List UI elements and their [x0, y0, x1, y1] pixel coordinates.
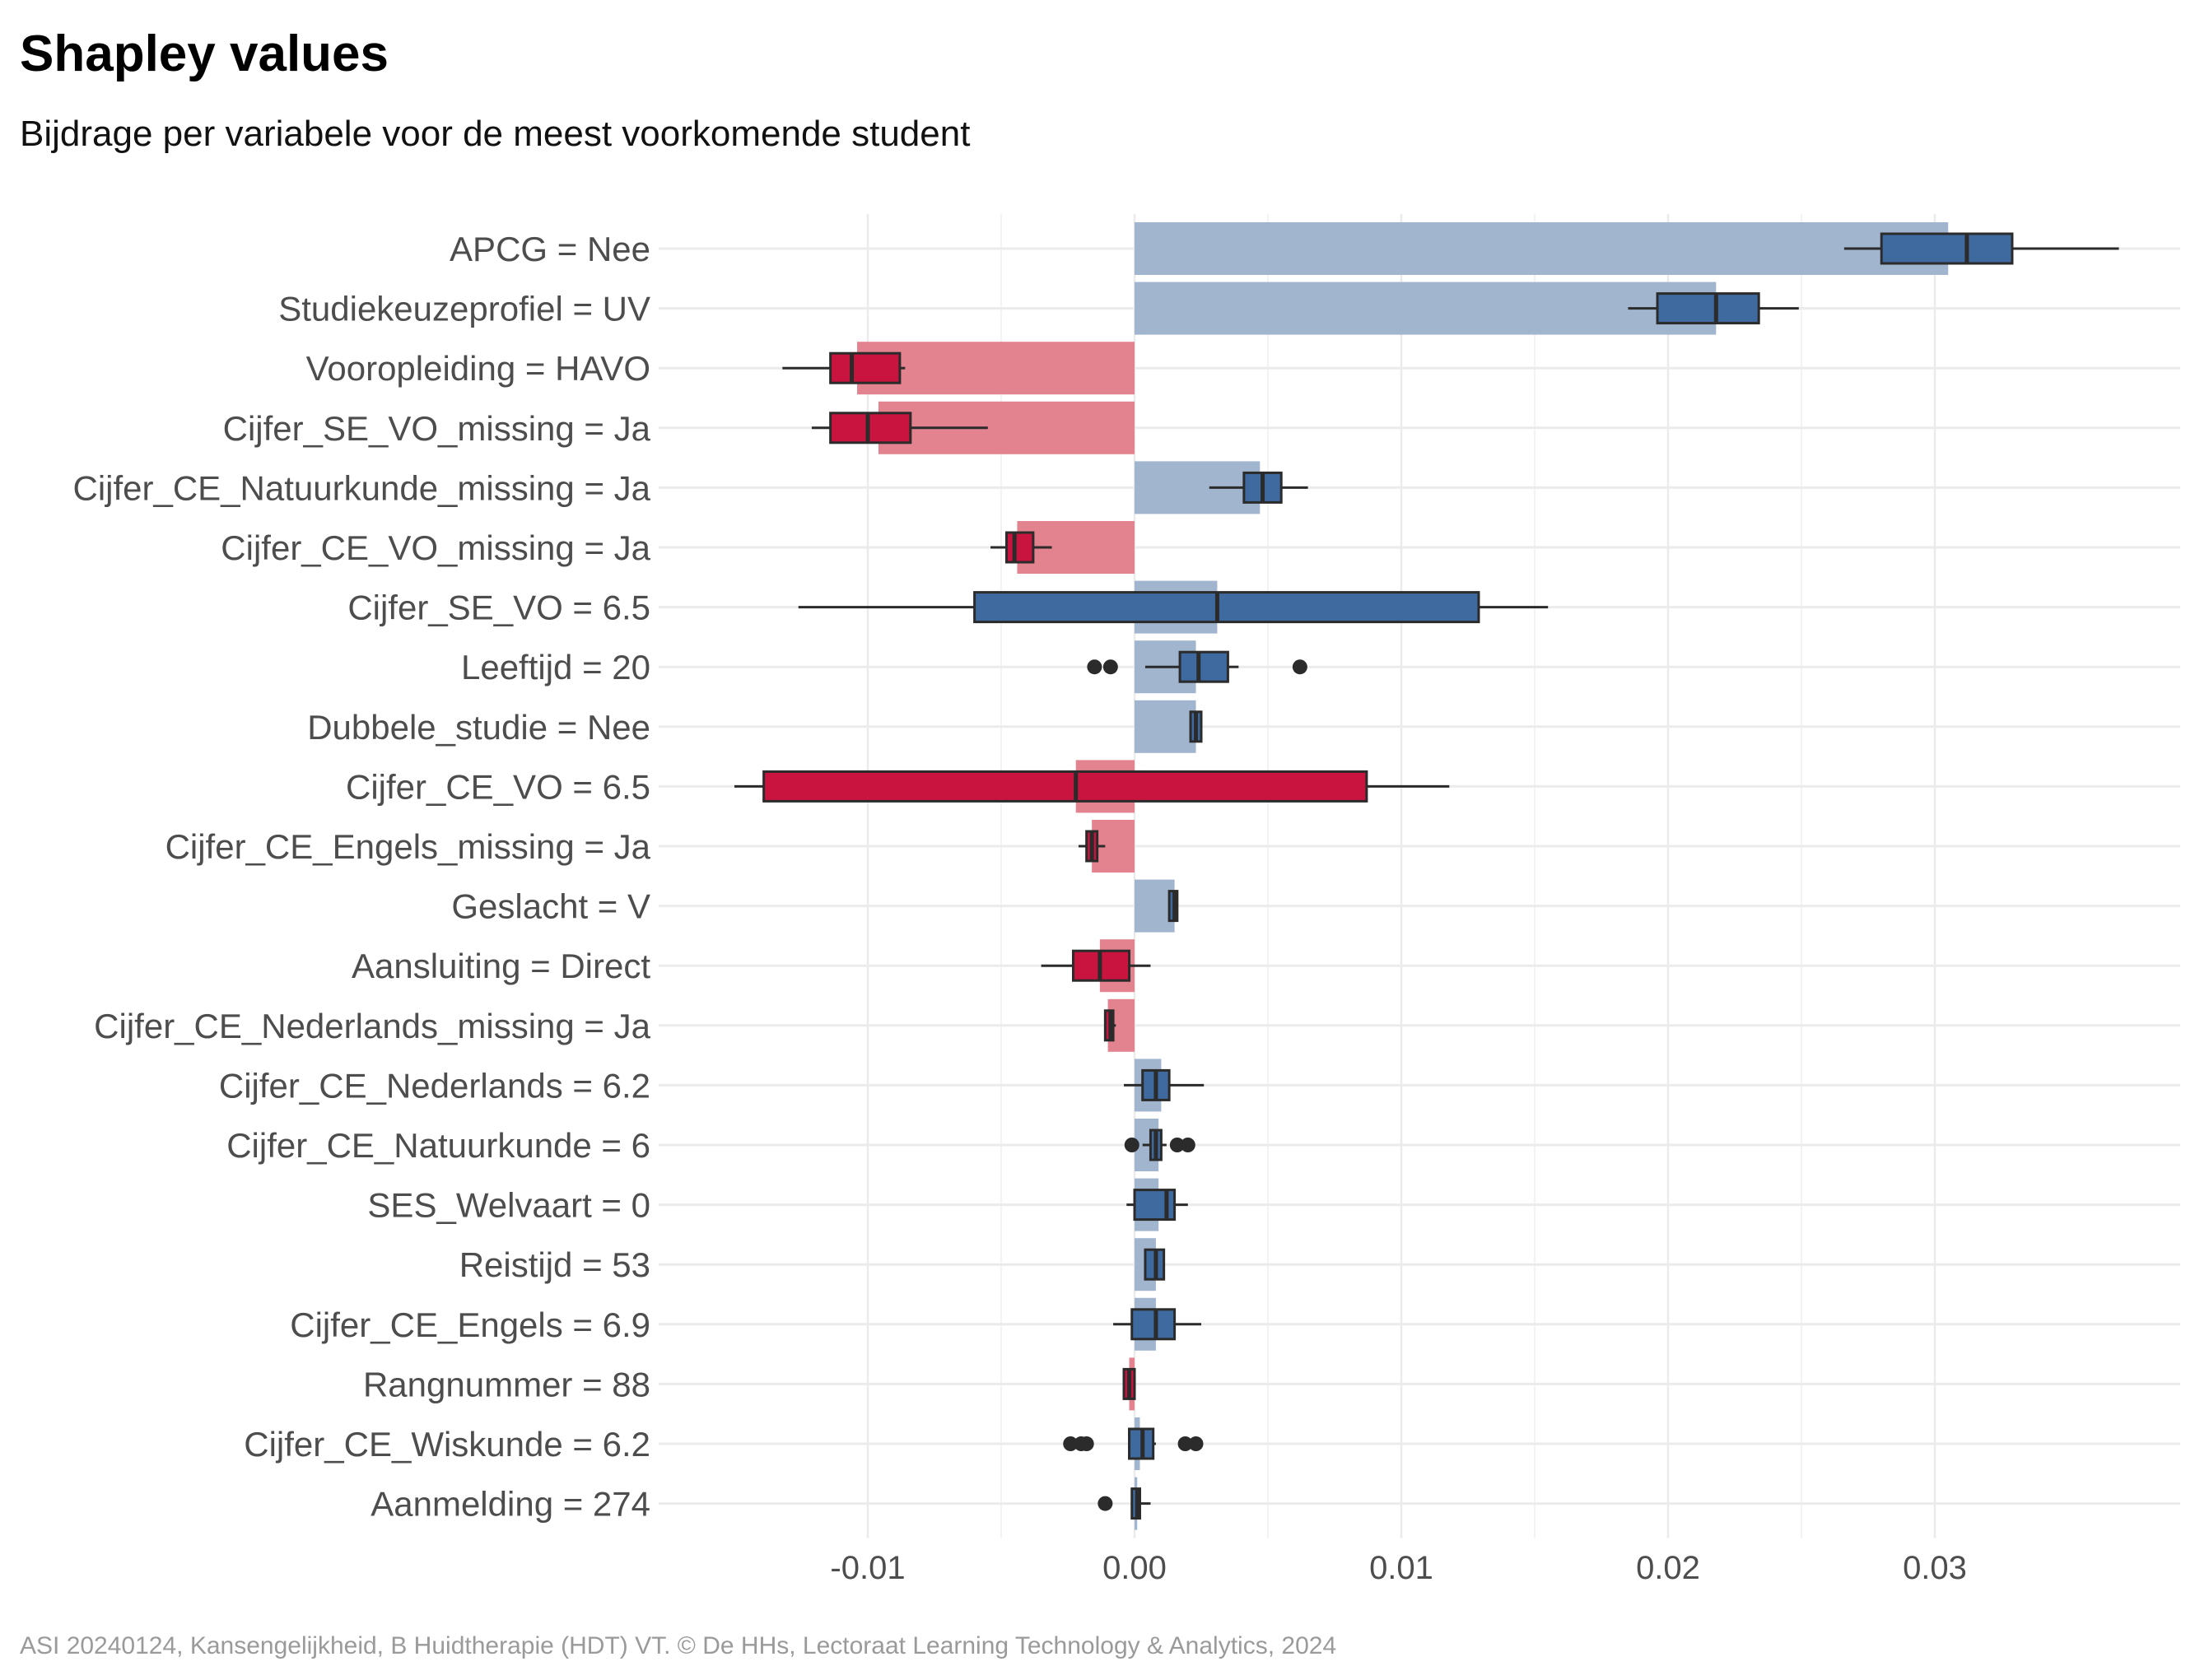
box-outlier — [1102, 659, 1118, 675]
y-axis-label: Cijfer_SE_VO = 6.5 — [347, 589, 650, 627]
y-axis-label: Geslacht = V — [451, 887, 650, 926]
y-axis-label: APCG = Nee — [450, 230, 650, 268]
y-axis-label: Cijfer_CE_Natuurkunde = 6 — [226, 1126, 650, 1165]
chart-title: Shapley values — [20, 26, 389, 82]
y-axis-label: Cijfer_CE_Wiskunde = 6.2 — [244, 1425, 650, 1464]
shapley-bar — [1135, 700, 1196, 753]
shapley-bar — [1135, 282, 1717, 335]
bars — [857, 222, 1949, 1530]
shapley-bar — [1135, 879, 1175, 933]
y-axis-label: Cijfer_CE_Nederlands_missing = Ja — [94, 1007, 650, 1045]
box-outlier — [1098, 1496, 1113, 1511]
x-tick-label: 0.02 — [1636, 1550, 1700, 1586]
box-outlier — [1188, 1436, 1204, 1451]
y-axis-label: Cijfer_SE_VO_missing = Ja — [223, 409, 651, 448]
box-iqr — [829, 412, 912, 444]
box-iqr — [1004, 531, 1035, 564]
x-tick-label: -0.01 — [830, 1550, 905, 1586]
chart-caption: ASI 20240124, Kansengelijkheid, B Huidth… — [20, 1632, 1337, 1659]
y-axis-label: Aanmelding = 274 — [370, 1485, 650, 1524]
box-outlier — [1063, 1436, 1079, 1451]
y-axis-label: Cijfer_CE_Nederlands = 6.2 — [219, 1066, 650, 1105]
box-iqr — [1880, 232, 2014, 265]
box-iqr — [1178, 650, 1229, 683]
y-axis-label: Cijfer_CE_Engels_missing = Ja — [165, 827, 651, 866]
y-axis-label: Leeftijd = 20 — [461, 648, 650, 686]
box-outlier — [1292, 659, 1307, 675]
y-axis-label: Cijfer_CE_Engels = 6.9 — [290, 1305, 650, 1344]
y-axis-label: Vooropleiding = HAVO — [306, 349, 650, 388]
y-axis-label: Studiekeuzeprofiel = UV — [278, 290, 650, 328]
box-outlier — [1169, 1138, 1185, 1152]
y-axis-label: Cijfer_CE_VO_missing = Ja — [221, 528, 650, 567]
box-iqr — [829, 351, 902, 384]
y-axis-label: Aansluiting = Direct — [352, 947, 650, 985]
chart-subtitle: Bijdrage per variabele voor de meest voo… — [20, 114, 971, 154]
x-tick-label: 0.03 — [1903, 1550, 1967, 1586]
boxplots — [734, 232, 2119, 1520]
shapley-bar — [1135, 222, 1949, 275]
y-axis-label: Rangnummer = 88 — [363, 1365, 650, 1403]
box-outlier — [1177, 1436, 1193, 1451]
y-axis-label: Cijfer_CE_Natuurkunde_missing = Ja — [72, 468, 650, 507]
box-iqr — [762, 770, 1368, 803]
y-axis-labels: APCG = Nee Studiekeuzeprofiel = UV Vooropl… — [72, 230, 650, 1524]
box-outlier — [1124, 1138, 1139, 1152]
y-axis-label: Dubbele_studie = Nee — [307, 708, 650, 747]
box-outlier — [1087, 659, 1102, 675]
y-axis-label: Reistijd = 53 — [459, 1245, 650, 1284]
y-axis-label: SES_Welvaart = 0 — [367, 1186, 650, 1225]
box-iqr — [973, 591, 1480, 624]
x-tick-label: 0.01 — [1369, 1550, 1433, 1586]
box-outlier — [1180, 1138, 1195, 1152]
x-tick-label: 0.00 — [1102, 1550, 1167, 1586]
y-axis-label: Cijfer_CE_VO = 6.5 — [346, 767, 650, 806]
box-iqr — [1656, 292, 1760, 325]
box-iqr — [1130, 1308, 1177, 1341]
box-outlier — [1079, 1436, 1094, 1451]
x-axis-labels: -0.01 0.00 0.01 0.02 0.03 — [830, 1550, 1967, 1586]
